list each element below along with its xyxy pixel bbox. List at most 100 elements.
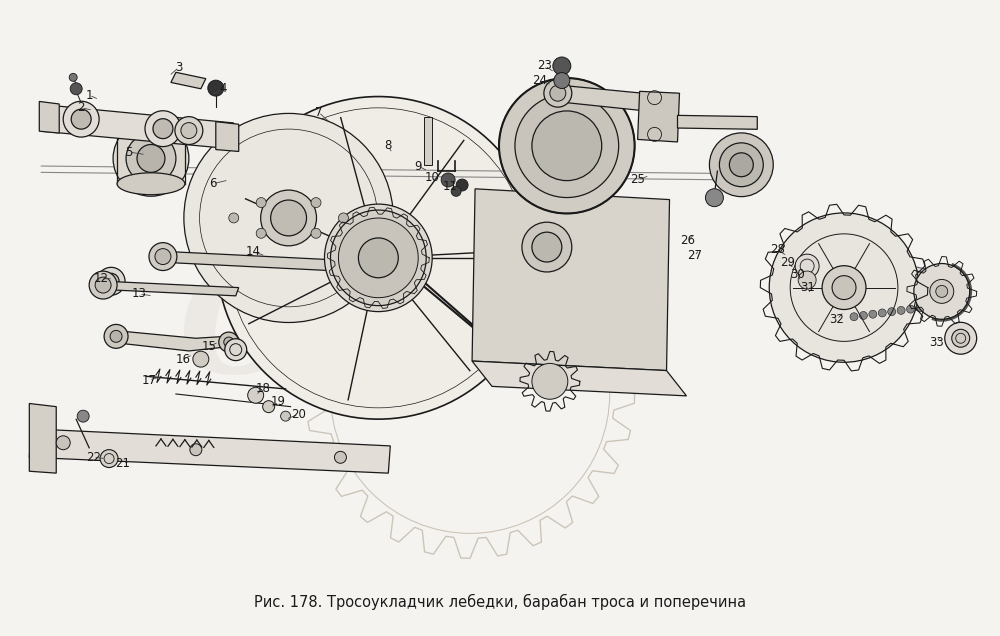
Text: Рис. 178. Тросоукладчик лебедки, барабан троса и поперечина: Рис. 178. Тросоукладчик лебедки, барабан…: [254, 593, 746, 610]
Circle shape: [544, 80, 572, 107]
Polygon shape: [163, 251, 332, 270]
Text: 12: 12: [94, 272, 109, 285]
Text: 33: 33: [929, 336, 944, 349]
Circle shape: [925, 303, 933, 310]
Circle shape: [515, 94, 619, 198]
Circle shape: [103, 273, 119, 289]
Text: 3: 3: [175, 61, 183, 74]
Bar: [424, 117, 432, 165]
Polygon shape: [29, 403, 56, 473]
Circle shape: [208, 80, 224, 96]
Circle shape: [77, 410, 89, 422]
Circle shape: [149, 243, 177, 270]
Circle shape: [104, 324, 128, 349]
Text: 26: 26: [680, 234, 695, 247]
Polygon shape: [472, 361, 686, 396]
Circle shape: [175, 116, 203, 144]
Circle shape: [338, 218, 418, 298]
Text: 20: 20: [291, 408, 306, 421]
Text: 1: 1: [85, 88, 93, 102]
Circle shape: [153, 119, 173, 139]
Circle shape: [441, 173, 455, 187]
Circle shape: [935, 301, 943, 309]
Circle shape: [324, 204, 432, 312]
Text: 25: 25: [630, 174, 645, 186]
Text: 19: 19: [271, 395, 286, 408]
Ellipse shape: [117, 173, 185, 195]
Polygon shape: [109, 331, 236, 351]
Circle shape: [822, 266, 866, 310]
Text: 15: 15: [201, 340, 216, 353]
Circle shape: [553, 57, 571, 75]
Circle shape: [850, 313, 858, 321]
Circle shape: [769, 213, 919, 363]
Circle shape: [522, 222, 572, 272]
Circle shape: [256, 198, 266, 207]
Circle shape: [456, 179, 468, 191]
Circle shape: [554, 73, 570, 88]
Circle shape: [709, 133, 773, 197]
Circle shape: [358, 238, 398, 278]
Text: 24: 24: [532, 74, 547, 87]
Circle shape: [907, 305, 915, 313]
Polygon shape: [41, 105, 234, 148]
Circle shape: [95, 277, 111, 293]
Polygon shape: [29, 429, 390, 473]
Circle shape: [499, 78, 635, 214]
Text: 22: 22: [86, 451, 101, 464]
Text: 7: 7: [315, 106, 322, 119]
Text: 27: 27: [687, 249, 702, 263]
Circle shape: [719, 143, 763, 186]
Text: 8: 8: [385, 139, 392, 152]
Circle shape: [798, 271, 816, 289]
Text: 21: 21: [116, 457, 131, 470]
Circle shape: [113, 121, 189, 197]
Circle shape: [181, 123, 197, 139]
Circle shape: [532, 363, 568, 399]
Circle shape: [248, 387, 264, 403]
Circle shape: [729, 153, 753, 177]
Circle shape: [97, 267, 125, 295]
Circle shape: [100, 450, 118, 467]
Polygon shape: [39, 101, 59, 133]
Polygon shape: [472, 189, 670, 371]
Text: 29: 29: [780, 256, 795, 269]
Text: 30: 30: [790, 268, 805, 282]
Circle shape: [532, 111, 602, 181]
Circle shape: [795, 254, 819, 278]
Circle shape: [897, 307, 905, 314]
Circle shape: [155, 249, 171, 265]
Circle shape: [225, 339, 247, 361]
Polygon shape: [678, 115, 757, 129]
Text: 10: 10: [425, 171, 440, 184]
Circle shape: [89, 271, 117, 299]
Text: 17: 17: [141, 373, 156, 387]
Circle shape: [145, 111, 181, 146]
Text: 32: 32: [830, 313, 844, 326]
Text: OPEX: OPEX: [179, 256, 662, 405]
Circle shape: [110, 330, 122, 342]
Circle shape: [261, 190, 317, 246]
Circle shape: [532, 232, 562, 262]
Circle shape: [338, 213, 348, 223]
Circle shape: [137, 144, 165, 172]
Circle shape: [930, 279, 954, 303]
Circle shape: [869, 310, 877, 318]
Circle shape: [69, 73, 77, 81]
Circle shape: [311, 198, 321, 207]
Circle shape: [705, 189, 723, 207]
Circle shape: [916, 304, 924, 312]
Text: 28: 28: [770, 243, 785, 256]
Circle shape: [832, 275, 856, 300]
Polygon shape: [103, 281, 239, 296]
Text: 5: 5: [125, 146, 133, 158]
Circle shape: [63, 101, 99, 137]
Circle shape: [190, 444, 202, 455]
Circle shape: [271, 200, 307, 236]
Text: 18: 18: [255, 382, 270, 396]
Circle shape: [330, 210, 426, 306]
Circle shape: [945, 322, 977, 354]
Circle shape: [184, 113, 393, 322]
Polygon shape: [171, 73, 206, 89]
Circle shape: [914, 263, 970, 319]
